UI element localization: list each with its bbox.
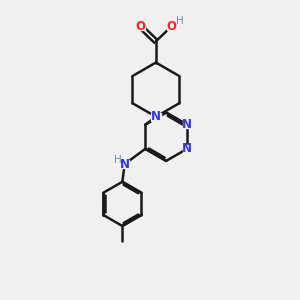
- Text: N: N: [182, 142, 192, 155]
- Text: N: N: [151, 110, 161, 123]
- Bar: [151, 113, 160, 121]
- Bar: [121, 160, 129, 168]
- Bar: [183, 145, 191, 152]
- Text: H: H: [176, 16, 184, 26]
- Text: O: O: [136, 20, 146, 33]
- Bar: [183, 121, 191, 128]
- Text: H: H: [114, 155, 122, 165]
- Text: N: N: [182, 118, 192, 131]
- Text: N: N: [120, 158, 130, 171]
- Text: O: O: [166, 20, 176, 33]
- Bar: [167, 23, 175, 30]
- Bar: [136, 23, 145, 30]
